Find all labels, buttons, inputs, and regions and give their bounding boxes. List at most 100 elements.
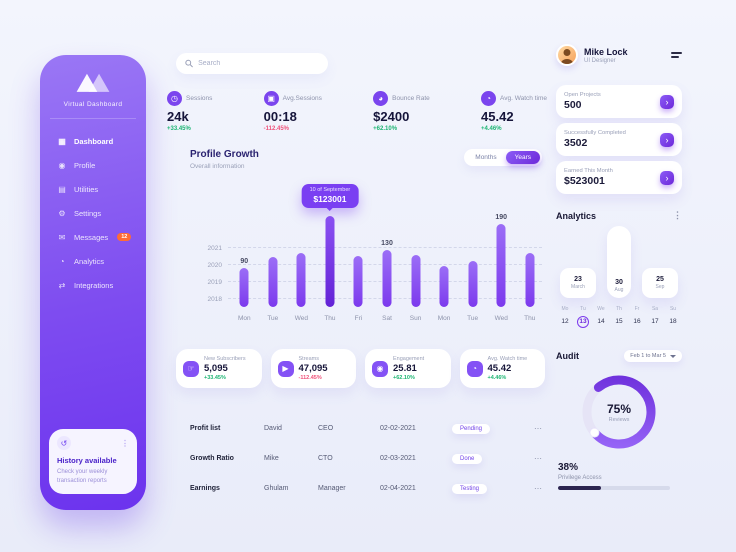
table-cell-date: 02-03-2021 <box>380 454 416 462</box>
arrow-button[interactable]: › <box>660 132 674 147</box>
calendar-date-12[interactable]: 12 <box>556 315 574 328</box>
metric-card-delta: +4.46% <box>487 375 507 381</box>
brand-logo <box>76 73 110 92</box>
metric-card-delta: -112.45% <box>298 375 322 381</box>
bar-column <box>515 181 544 307</box>
chart-bar-tue-8[interactable] <box>468 261 478 307</box>
history-kebab-icon[interactable]: ⋮ <box>121 438 129 448</box>
status-pill-testing[interactable]: Testing <box>452 483 488 494</box>
search-bar[interactable] <box>176 53 328 74</box>
calendar-date-label: 12 <box>561 318 569 325</box>
metric-card-engagement[interactable]: ◉ Engagement 25.81 +62.10% <box>365 349 451 388</box>
avatar[interactable] <box>556 44 578 66</box>
calendar-date-15[interactable]: 15 <box>610 315 628 328</box>
sidebar-item-label: Dashboard <box>74 136 114 146</box>
menu-icon[interactable] <box>671 50 682 60</box>
chart-bar-fri-4[interactable] <box>353 256 363 307</box>
sidebar-item-profile[interactable]: ◉ Profile <box>40 153 146 177</box>
analytics-item-month: March <box>571 284 585 290</box>
metric-card-label: Engagement <box>393 356 425 362</box>
calendar-date-17[interactable]: 17 <box>646 315 664 328</box>
chart-tooltip: 10 of September $123001 <box>301 184 359 208</box>
audit-title: Audit <box>556 351 579 361</box>
date-range-select[interactable]: Feb 1 to Mar 5 <box>624 350 682 362</box>
chart-bar-mon-7[interactable] <box>439 266 449 307</box>
watch-icon: ◔ <box>481 91 497 106</box>
toggle-years[interactable]: Years <box>505 151 540 164</box>
table-cell-role: CTO <box>318 454 333 462</box>
metric-card-value: 25.81 <box>393 363 417 374</box>
toggle-months[interactable]: Months <box>475 154 497 161</box>
table-row: Earnings Ghulam Manager 02-04-2021 Testing ⋯ <box>190 473 542 503</box>
metric-card-label: Streams <box>298 356 319 362</box>
brand-name: Virtual Dashboard <box>63 101 123 108</box>
history-title: History available <box>57 456 117 466</box>
row-kebab-icon[interactable]: ⋯ <box>534 423 542 433</box>
calendar-day-name: Fr <box>634 306 640 312</box>
sidebar-item-settings[interactable]: ⚙ Settings <box>40 201 146 225</box>
sidebar-item-label: Analytics <box>74 256 105 266</box>
chart-bar-thu-10[interactable] <box>525 253 535 307</box>
sidebar-item-utilities[interactable]: ▤ Utilities <box>40 177 146 201</box>
calendar-date-13[interactable]: 13 <box>574 315 592 328</box>
table-cell-person: Ghulam <box>264 484 289 492</box>
bar-value-label: 90 <box>240 258 249 265</box>
sidebar-item-messages[interactable]: ✉ Messages 12 <box>40 225 146 249</box>
analytics-item-aug[interactable]: 30 Aug <box>607 226 631 298</box>
chart-bar-mon-0[interactable] <box>239 268 249 307</box>
dashboard-icon: ▦ <box>58 136 66 146</box>
calendar-date-18[interactable]: 18 <box>664 315 682 328</box>
profile-role: UI Designer <box>584 57 616 64</box>
bar-column <box>259 181 288 307</box>
privilege-label: Privilege Access <box>558 475 602 481</box>
sidebar-item-label: Integrations <box>74 280 114 290</box>
row-kebab-icon[interactable]: ⋯ <box>534 483 542 493</box>
analytics-item-march[interactable]: 23 March <box>560 268 596 298</box>
x-tick-label: Mon <box>437 315 451 322</box>
analytics-title: Analytics <box>556 210 597 221</box>
chart-bar-wed-9[interactable] <box>496 224 506 307</box>
profile-growth-header: Profile Growth Overall information Month… <box>190 149 542 170</box>
x-tick-label: Tue <box>267 315 279 322</box>
search-input[interactable] <box>198 60 319 67</box>
chart-bar-tue-1[interactable] <box>268 257 278 307</box>
sidebar-item-analytics[interactable]: ◔ Analytics <box>40 249 146 273</box>
chart-bar-wed-2[interactable] <box>296 253 306 307</box>
sidebar-item-integrations[interactable]: ⇄ Integrations <box>40 273 146 297</box>
calendar-date-14[interactable]: 14 <box>592 315 610 328</box>
arrow-button[interactable]: › <box>660 94 674 109</box>
analytics-item-day: 30 <box>615 279 623 286</box>
analytics-widget: 23 March 30 Aug 25 Sep <box>560 224 678 298</box>
metric-card-label: Avg. Watch time <box>487 356 528 362</box>
history-card: ↺ ⋮ History available Check your weekly … <box>49 429 137 494</box>
table-cell-person: David <box>264 424 282 432</box>
y-tick-label: 2021 <box>207 245 222 252</box>
kpi-value: 00:18 <box>263 109 297 124</box>
analytics-kebab-icon[interactable]: ⋮ <box>673 210 682 220</box>
sidebar-item-dashboard[interactable]: ▦ Dashboard <box>40 129 146 153</box>
analytics-header: Analytics ⋮ <box>556 210 682 221</box>
audit-header: Audit Feb 1 to Mar 5 <box>556 350 682 362</box>
metric-card-streams[interactable]: ▶ Streams 47,095 -112.45% <box>270 349 356 388</box>
x-tick-label: Tue <box>467 315 479 322</box>
kpi-value: 24k <box>167 109 189 124</box>
arrow-button[interactable]: › <box>660 170 674 185</box>
analytics-item-day: 23 <box>574 276 582 283</box>
calendar-day-name: Th <box>616 306 622 312</box>
chart-bar-sat-5[interactable] <box>382 250 392 307</box>
analytics-item-sep[interactable]: 25 Sep <box>642 268 678 298</box>
metrics-table: Profit list David CEO 02-02-2021 Pending ⋯ Gro… <box>190 413 542 503</box>
status-pill-pending[interactable]: Pending <box>452 423 491 434</box>
chart-bar-thu-3[interactable] <box>325 216 335 307</box>
row-kebab-icon[interactable]: ⋯ <box>534 453 542 463</box>
calendar-date-16[interactable]: 16 <box>628 315 646 328</box>
status-pill-done[interactable]: Done <box>452 453 483 464</box>
chart-bar-sun-6[interactable] <box>411 255 421 307</box>
calendar-date-label: 17 <box>651 318 659 325</box>
kpi-row: ◷ Sessions 24k +33.45% ▣ Avg.Sessions 00:18 -11… <box>167 91 547 132</box>
metric-card-new-subscribers[interactable]: ☞ New Subscribers 5,095 +33.45% <box>176 349 262 388</box>
calendar-day-name: Mo <box>561 306 569 312</box>
kpi-sessions: ◷ Sessions 24k +33.45% <box>167 91 212 132</box>
metric-card-avg-watch-time[interactable]: ◔ Avg. Watch time 45.42 +4.46% <box>459 349 545 388</box>
